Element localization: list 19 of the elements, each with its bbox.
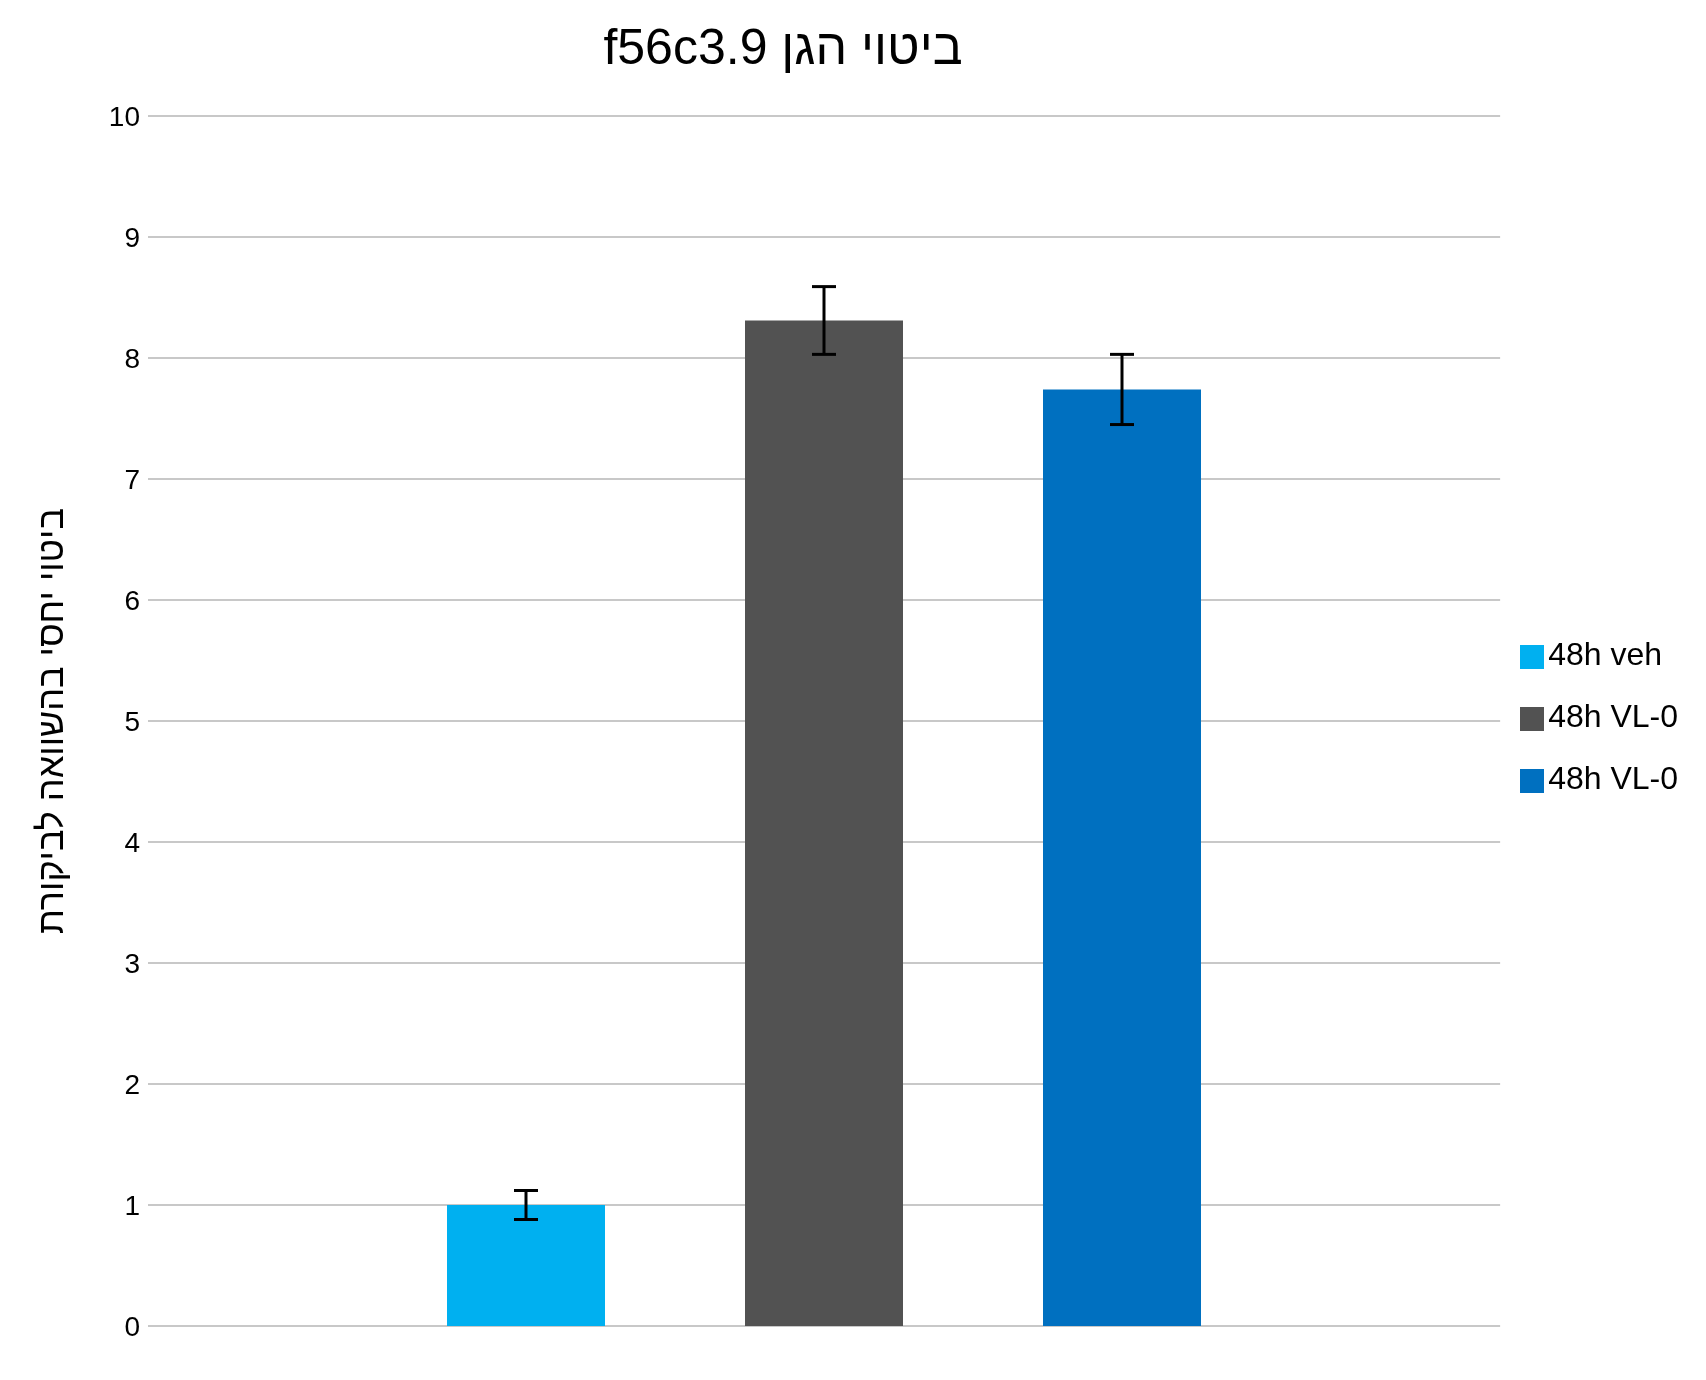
y-tick-label: 3 bbox=[124, 947, 140, 979]
bar bbox=[447, 1205, 605, 1326]
y-tick-label: 1 bbox=[124, 1189, 140, 1221]
y-tick-label: 5 bbox=[124, 705, 140, 737]
legend-label: 48h VL-0 bbox=[1548, 760, 1678, 796]
y-tick-label: 9 bbox=[124, 221, 140, 253]
y-tick-label: 8 bbox=[124, 342, 140, 374]
y-tick-label: 4 bbox=[124, 826, 140, 858]
y-tick-label: 7 bbox=[124, 463, 140, 495]
y-tick-label: 6 bbox=[124, 584, 140, 616]
y-tick-label: 10 bbox=[108, 100, 140, 132]
y-tick-label: 2 bbox=[124, 1068, 140, 1100]
y-tick-label: 0 bbox=[124, 1310, 140, 1342]
bar bbox=[1043, 389, 1201, 1326]
chart-title: ביטוי הגן f56c3.9 bbox=[602, 18, 964, 76]
legend-label: 48h VL-0 bbox=[1548, 698, 1678, 734]
legend-label: 48h veh bbox=[1548, 636, 1662, 672]
y-axis-title: ביטוי יחסי בהשוואה לביקורת bbox=[30, 508, 71, 934]
bar bbox=[745, 320, 903, 1326]
